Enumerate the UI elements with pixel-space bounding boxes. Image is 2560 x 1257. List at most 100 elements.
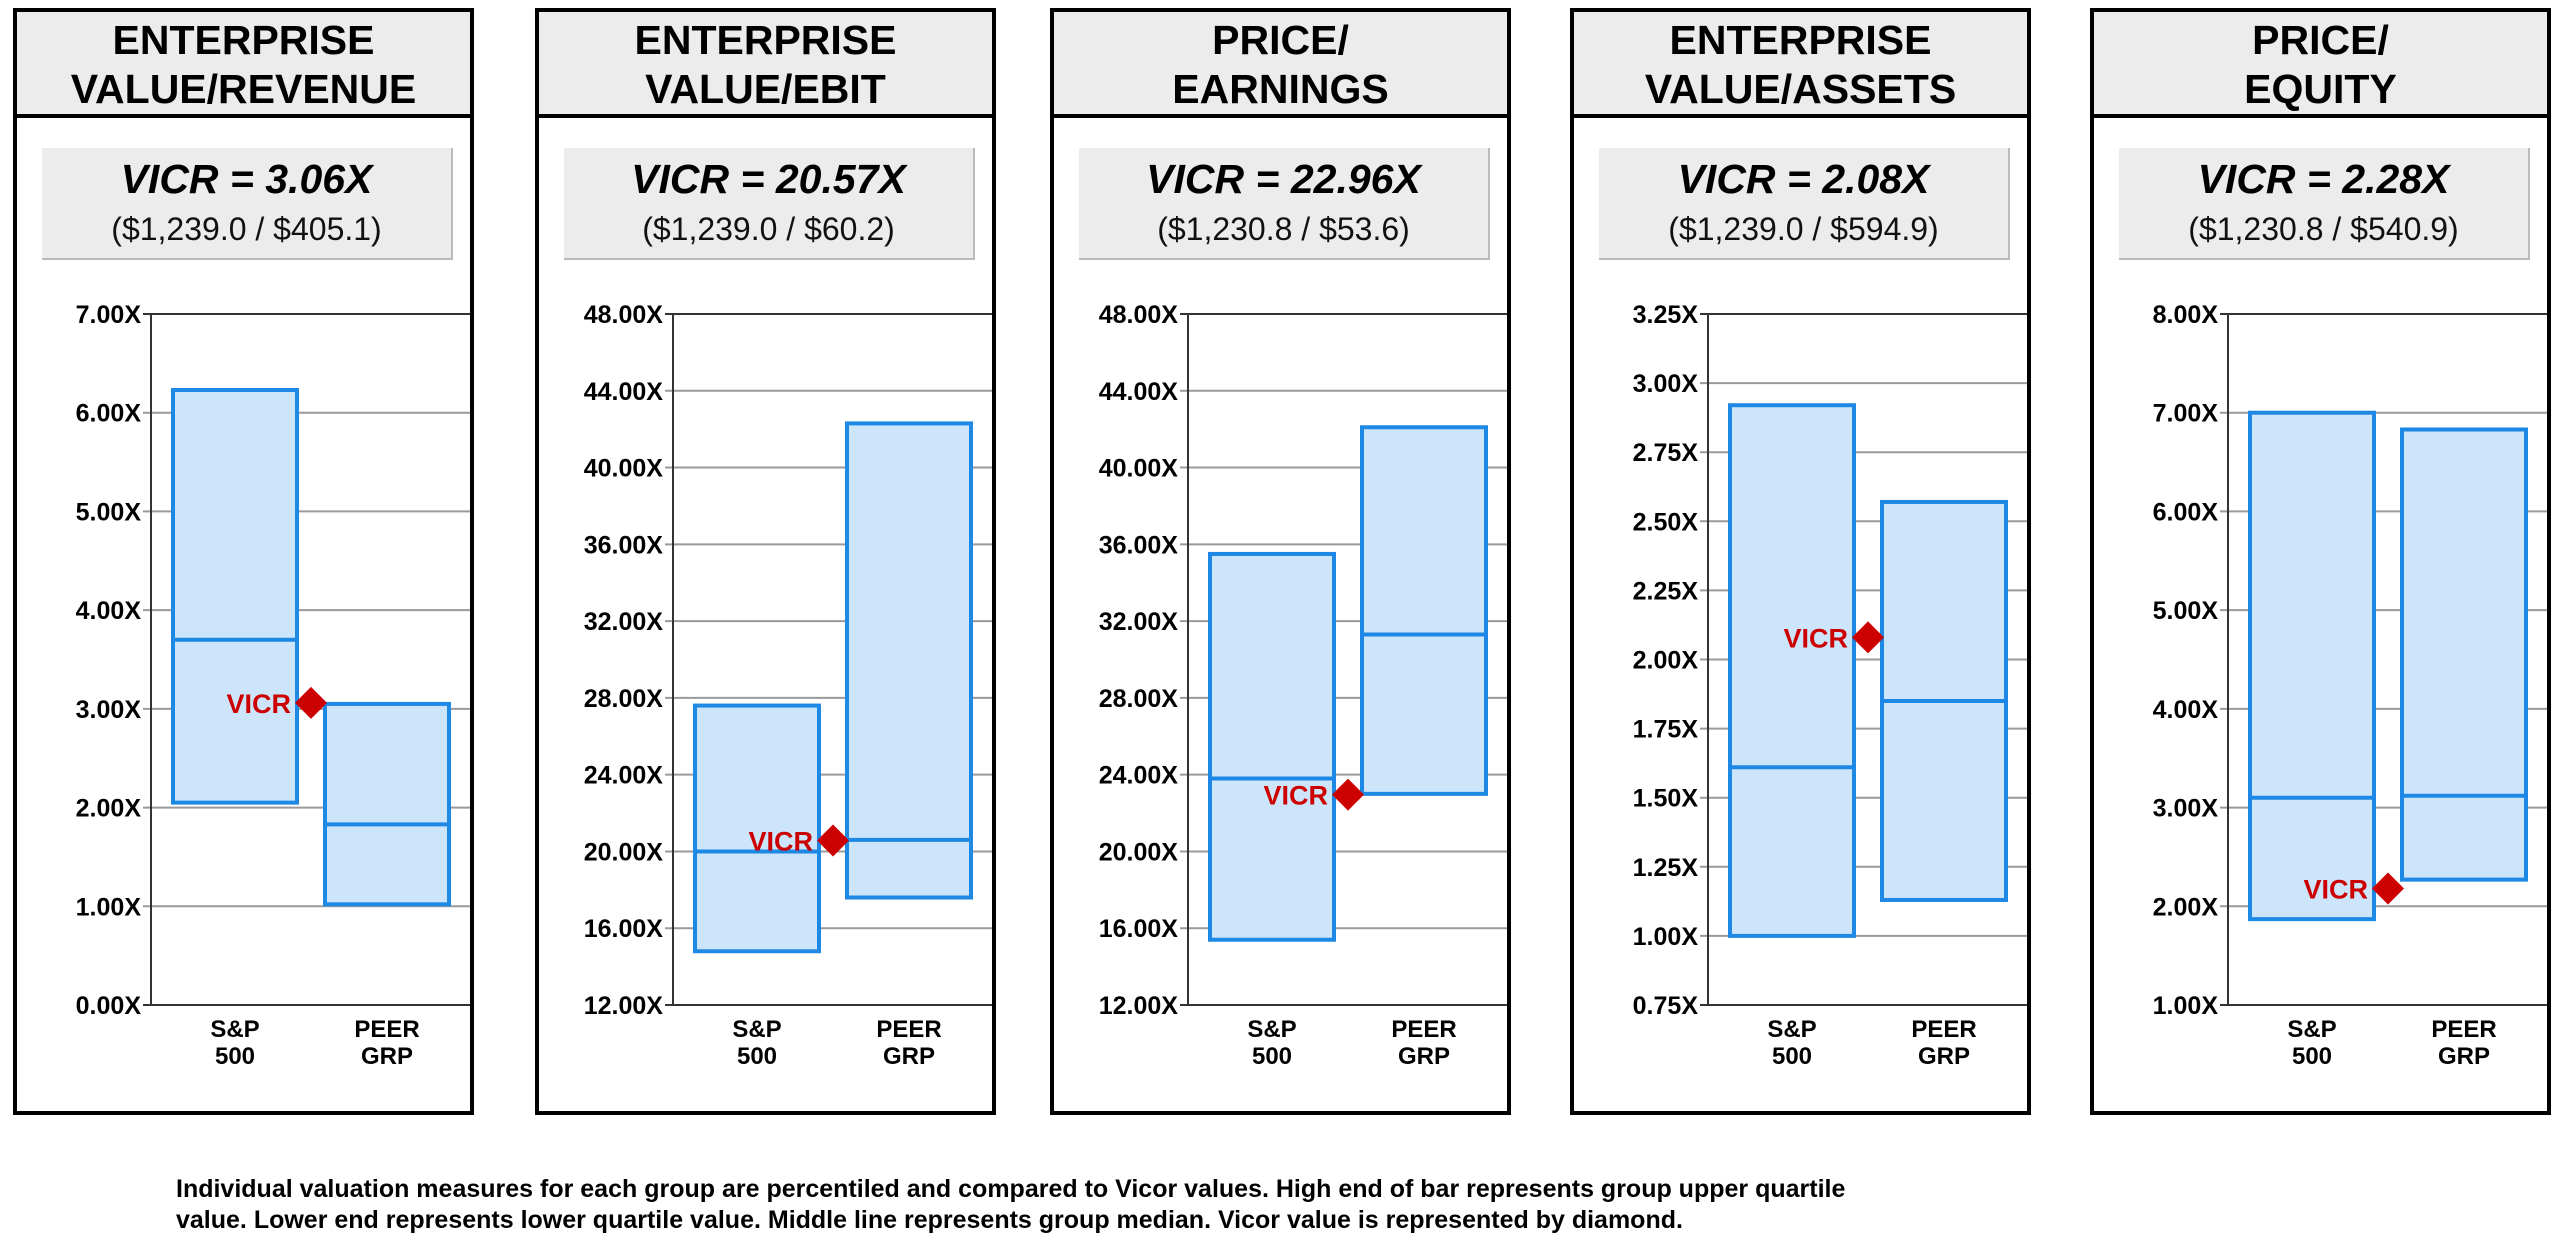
y-tick-label: 32.00X (1099, 608, 1179, 636)
y-tick-label: 4.00X (76, 597, 142, 625)
panel-4: ENTERPRISE VALUE/ASSETS VICR = 2.08X ($1,2… (1570, 8, 2031, 1115)
chart-plot: 0.00X 1.00X 2.00X 3.00X 4.00X 5.00X 6.00X 7.00X… (76, 301, 470, 1070)
chart-plot: 0.75X 1.00X 1.25X 1.50X 1.75X 2.00X 2.25X 2.50X… (1633, 301, 2027, 1070)
y-tick-label: 8.00X (2153, 301, 2219, 329)
x-category-label: GRP (883, 1043, 935, 1070)
vicr-marker-label: VICR (1783, 623, 1848, 653)
y-tick-label: 2.00X (2153, 893, 2219, 921)
y-tick-label: 1.50X (1633, 785, 1699, 813)
y-tick-label: 3.00X (1633, 370, 1699, 398)
range-bar-sp500 (1208, 551, 1336, 942)
y-tick-label: 1.75X (1633, 716, 1699, 744)
panel-title: ENTERPRISE VALUE/EBIT (539, 12, 992, 118)
vicr-summary-box: VICR = 2.08X ($1,239.0 / $594.9) (1599, 148, 2010, 260)
x-category-label: GRP (1398, 1043, 1450, 1070)
vicr-summary-box: VICR = 22.96X ($1,230.8 / $53.6) (1079, 148, 1490, 260)
panel-title: PRICE/EQUITY (2094, 12, 2547, 118)
x-category-label: 500 (737, 1043, 777, 1070)
y-tick-label: 16.00X (1099, 915, 1179, 943)
vicr-marker-label: VICR (226, 689, 291, 719)
vicr-calculation: ($1,239.0 / $405.1) (111, 211, 382, 247)
y-tick-label: 28.00X (584, 685, 664, 713)
vicr-diamond-marker (1332, 778, 1364, 811)
y-tick-label: 16.00X (584, 915, 664, 943)
range-bar-peer-grp (845, 421, 973, 900)
y-tick-label: 40.00X (1099, 455, 1179, 483)
y-tick-label: 7.00X (76, 301, 142, 329)
y-tick-label: 3.25X (1633, 301, 1699, 329)
vicr-marker-label: VICR (1263, 781, 1328, 811)
y-tick-label: 0.75X (1633, 992, 1699, 1020)
x-category-label: S&P (1247, 1016, 1296, 1043)
vicr-diamond-marker (2372, 872, 2404, 905)
panel-title-line-1: ENTERPRISE (1669, 17, 1932, 63)
y-tick-label: 2.00X (76, 795, 142, 823)
range-bar-peer-grp (1360, 425, 1488, 796)
range-bar-sp500 (693, 703, 821, 954)
vicr-calculation: ($1,239.0 / $60.2) (642, 211, 895, 247)
panel-title-line-1: ENTERPRISE (634, 17, 897, 63)
panel-title: PRICE/EARNINGS (1054, 12, 1507, 118)
footnote-line-2: value. Lower end represents lower quarti… (176, 1206, 1683, 1234)
x-category-label: PEER (1391, 1016, 1456, 1043)
y-tick-label: 2.50X (1633, 508, 1699, 536)
x-category-label: PEER (354, 1016, 419, 1043)
vicr-summary-box: VICR = 3.06X ($1,239.0 / $405.1) (42, 148, 453, 260)
x-category-label: GRP (361, 1043, 413, 1070)
chart-plot: 1.00X 2.00X 3.00X 4.00X 5.00X 6.00X 7.00X 8.00X… (2153, 301, 2547, 1070)
panel-title-line-2: VALUE/ASSETS (1644, 66, 1957, 112)
y-tick-label: 12.00X (1099, 992, 1179, 1020)
vicr-calculation: ($1,230.8 / $540.9) (2188, 211, 2459, 247)
y-tick-label: 44.00X (584, 378, 664, 406)
x-category-label: GRP (1918, 1043, 1970, 1070)
y-tick-label: 1.25X (1633, 854, 1699, 882)
range-bar-sp500 (1728, 403, 1856, 938)
panel-1: ENTERPRISE VALUE/REVENUE VICR = 3.06X ($1,… (13, 8, 474, 1115)
y-tick-label: 5.00X (76, 498, 142, 526)
x-category-label: PEER (1911, 1016, 1976, 1043)
vicr-summary-box: VICR = 20.57X ($1,239.0 / $60.2) (564, 148, 975, 260)
y-tick-label: 28.00X (1099, 685, 1179, 713)
range-bar-peer-grp (2400, 427, 2528, 882)
chart-plot: 12.00X 16.00X 20.00X 24.00X 28.00X 32.00X 36.0… (584, 301, 992, 1070)
y-tick-label: 1.00X (2153, 992, 2219, 1020)
y-tick-label: 36.00X (584, 531, 664, 559)
vicr-diamond-marker (295, 686, 327, 719)
x-category-label: GRP (2438, 1043, 2490, 1070)
footnote: Individual valuation measures for each g… (176, 1174, 2476, 1236)
range-bar-peer-grp (323, 701, 451, 907)
panel-title-line-2: VALUE/REVENUE (70, 66, 417, 112)
x-category-label: PEER (2431, 1016, 2496, 1043)
panel-title-line-1: PRICE/ (2252, 17, 2389, 63)
vicr-value: VICR = 3.06X (120, 156, 373, 202)
x-category-label: S&P (732, 1016, 781, 1043)
vicr-value: VICR = 2.08X (1677, 156, 1930, 202)
y-tick-label: 32.00X (584, 608, 664, 636)
y-tick-label: 2.75X (1633, 439, 1699, 467)
x-category-label: S&P (1767, 1016, 1816, 1043)
panel-3: PRICE/EARNINGS VICR = 22.96X ($1,230.8 / … (1050, 8, 1511, 1115)
range-bar-sp500 (2248, 410, 2376, 922)
chart-plot: 12.00X 16.00X 20.00X 24.00X 28.00X 32.00X 36.0… (1099, 301, 1507, 1070)
x-category-label: 500 (1252, 1043, 1292, 1070)
y-tick-label: 36.00X (1099, 531, 1179, 559)
y-tick-label: 2.00X (1633, 647, 1699, 675)
x-category-label: 500 (2292, 1043, 2332, 1070)
y-tick-label: 6.00X (2153, 498, 2219, 526)
vicr-value: VICR = 22.96X (1146, 156, 1421, 202)
y-tick-label: 3.00X (2153, 795, 2219, 823)
range-bar-sp500 (171, 388, 299, 805)
panel-title-line-1: ENTERPRISE (112, 17, 375, 63)
vicr-calculation: ($1,239.0 / $594.9) (1668, 211, 1939, 247)
panel-2: ENTERPRISE VALUE/EBIT VICR = 20.57X ($1,23… (535, 8, 996, 1115)
y-tick-label: 6.00X (76, 400, 142, 428)
x-category-label: S&P (210, 1016, 259, 1043)
y-tick-label: 24.00X (584, 762, 664, 790)
y-tick-label: 0.00X (76, 992, 142, 1020)
panel-title-line-2: VALUE/EBIT (645, 66, 886, 112)
x-category-label: S&P (2287, 1016, 2336, 1043)
y-tick-label: 12.00X (584, 992, 664, 1020)
y-tick-label: 3.00X (76, 696, 142, 724)
y-tick-label: 7.00X (2153, 400, 2219, 428)
x-category-label: 500 (1772, 1043, 1812, 1070)
